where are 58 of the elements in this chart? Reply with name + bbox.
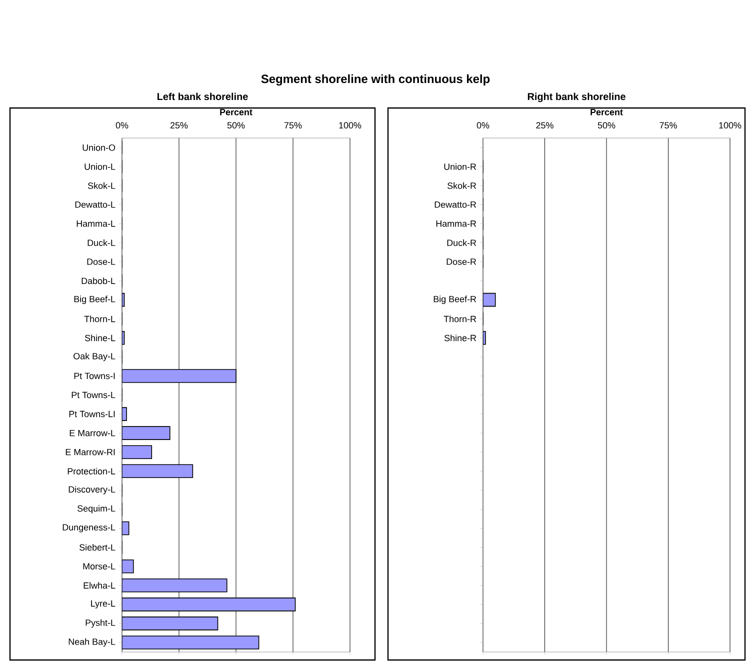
y-tick-label: Pt Towns-LI <box>69 410 115 418</box>
bar <box>122 578 228 592</box>
y-tick-label: Sequim-L <box>78 505 116 514</box>
y-tick-label: Skok-R <box>447 182 476 189</box>
x-axis-title: Percent <box>220 109 252 116</box>
y-tick-label: Hamma-L <box>76 220 116 227</box>
y-tick-label: Dose-L <box>87 258 116 265</box>
y-tick-label: Shine-R <box>444 334 476 342</box>
y-tick-label: Pt Towns-L <box>72 392 116 398</box>
x-tick-label: 50% <box>598 122 616 128</box>
y-tick-label: Protection-L <box>68 468 116 474</box>
y-tick-label: Duck-R <box>447 239 476 246</box>
y-tick-label: Morse-L <box>83 563 116 570</box>
y-tick-label: Hamma-R <box>436 220 476 227</box>
y-tick-label: Big Beef-R <box>434 296 476 304</box>
y-tick-label: E Marrow-L <box>70 430 116 436</box>
y-tick-label: Oak Bay-L <box>74 352 116 362</box>
y-tick-label: Discovery-L <box>68 486 116 494</box>
x-tick-label: 100% <box>719 122 742 128</box>
y-tick-label: Neah Bay-L <box>68 638 116 647</box>
y-tick-label: Union-O <box>82 144 116 151</box>
y-tick-label: Thorn-R <box>444 316 476 322</box>
x-tick-label: 0% <box>476 122 490 128</box>
y-tick-label: Elwha-L <box>84 582 116 589</box>
x-tick-label: 25% <box>170 122 188 128</box>
y-tick-label: Dewatto-L <box>75 202 116 208</box>
bar <box>122 464 194 478</box>
x-tick-label: 25% <box>536 122 554 128</box>
y-tick-label: Duck-L <box>88 239 116 246</box>
bar <box>122 369 236 383</box>
y-tick-label: Pysht-L <box>86 619 116 628</box>
y-tick-label: Big Beef-L <box>74 296 116 304</box>
text: Segment shoreline with continuous kelp <box>261 74 490 86</box>
y-tick-label: Pt Towns-I <box>74 372 115 380</box>
x-tick-label: 0% <box>116 122 128 128</box>
x-tick-label: 75% <box>660 122 677 128</box>
x-tick-label: 75% <box>284 122 302 128</box>
y-tick-label: Dewatto-R <box>434 202 476 208</box>
x-tick-label: 100% <box>339 122 362 128</box>
y-tick-label: E Marrow-RI <box>66 448 115 456</box>
y-tick-label: Dose-R <box>446 258 476 265</box>
chart-subtitle: Left bank shoreline <box>158 92 248 100</box>
y-tick-label: Dabob-L <box>82 277 116 284</box>
y-tick-label: Union-L <box>84 163 116 170</box>
y-tick-label: Shine-L <box>84 334 116 342</box>
y-tick-label: Lyre-L <box>91 600 116 608</box>
bar <box>122 636 260 650</box>
y-tick-label: Union-R <box>444 163 476 170</box>
y-tick-label: Skok-L <box>88 182 116 189</box>
bar <box>122 616 218 630</box>
x-tick-label: 50% <box>227 122 245 128</box>
y-tick-label: Siebert-L <box>80 544 116 551</box>
bar <box>122 426 170 440</box>
y-tick-label: Thorn-L <box>84 316 116 322</box>
y-tick-label: Dungeness-L <box>62 524 116 532</box>
bar <box>122 598 296 612</box>
x-axis-title: Percent <box>590 109 623 116</box>
chart-subtitle: Right bank shoreline <box>528 92 626 102</box>
